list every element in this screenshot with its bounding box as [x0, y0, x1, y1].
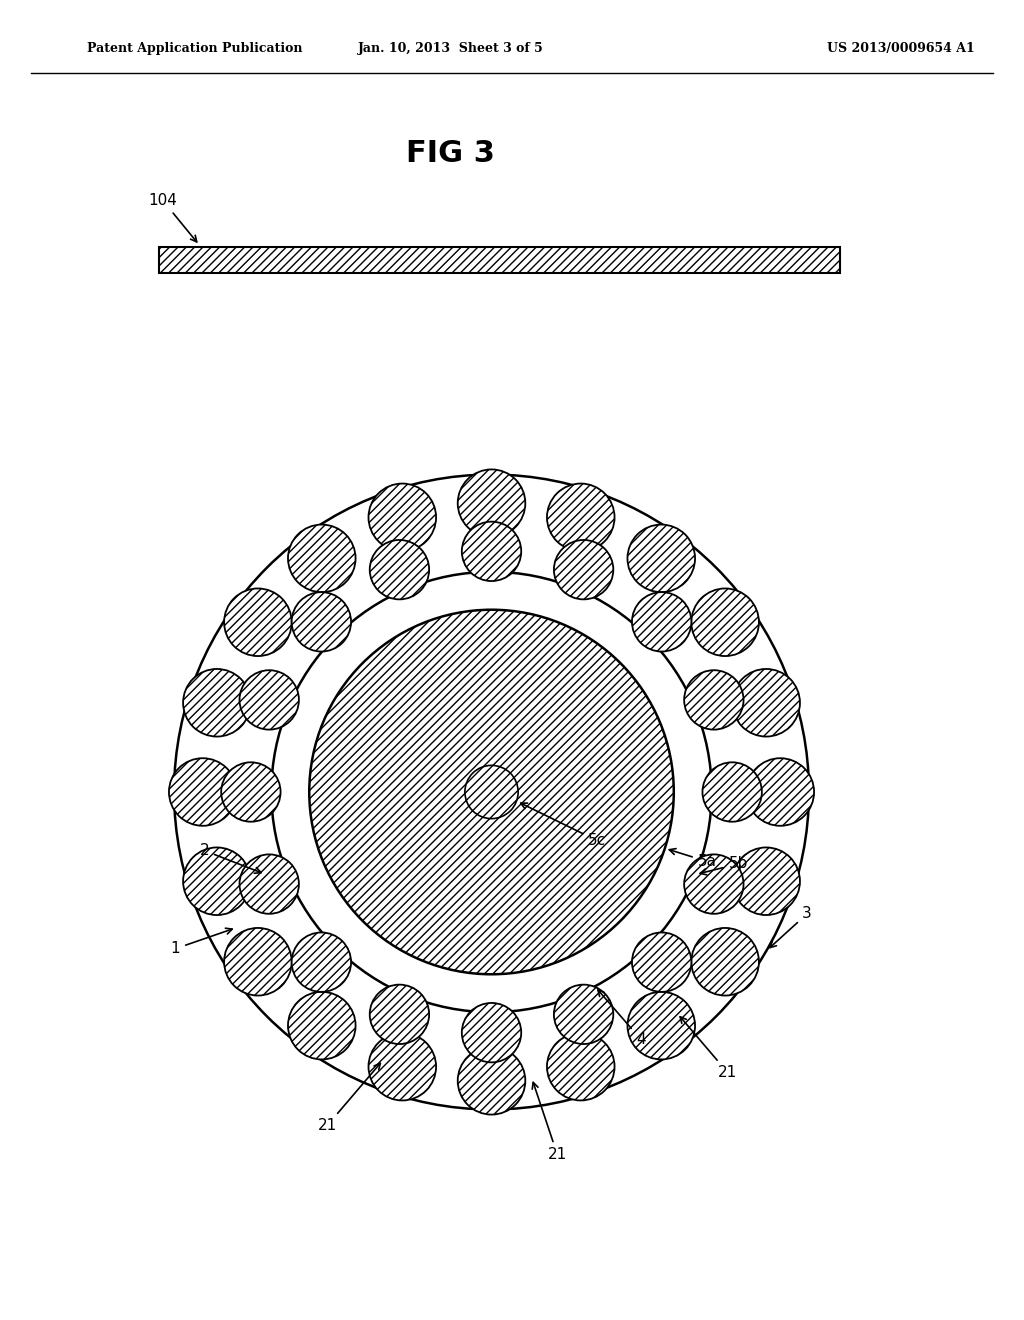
Ellipse shape: [240, 671, 299, 730]
Ellipse shape: [370, 540, 429, 599]
Ellipse shape: [691, 928, 759, 995]
Ellipse shape: [169, 758, 237, 826]
Ellipse shape: [732, 847, 800, 915]
Ellipse shape: [632, 593, 691, 652]
Ellipse shape: [309, 610, 674, 974]
Ellipse shape: [458, 1047, 525, 1114]
Ellipse shape: [221, 763, 281, 821]
Ellipse shape: [224, 589, 292, 656]
Text: 5b: 5b: [700, 857, 748, 875]
Text: 21: 21: [532, 1082, 567, 1162]
Ellipse shape: [240, 854, 299, 913]
Ellipse shape: [554, 540, 613, 599]
Ellipse shape: [547, 1032, 614, 1101]
Ellipse shape: [288, 524, 355, 593]
Text: Patent Application Publication: Patent Application Publication: [87, 42, 302, 55]
Ellipse shape: [292, 593, 351, 652]
Ellipse shape: [465, 766, 518, 818]
Ellipse shape: [732, 669, 800, 737]
Ellipse shape: [370, 985, 429, 1044]
Ellipse shape: [183, 847, 251, 915]
Ellipse shape: [369, 1032, 436, 1101]
Text: 5c: 5c: [521, 803, 606, 849]
Ellipse shape: [691, 589, 759, 656]
Text: 3: 3: [770, 907, 812, 948]
Text: 21: 21: [317, 1064, 380, 1134]
Ellipse shape: [458, 470, 525, 537]
Text: US 2013/0009654 A1: US 2013/0009654 A1: [827, 42, 975, 55]
Ellipse shape: [684, 854, 743, 913]
Ellipse shape: [183, 669, 251, 737]
Text: FIG 3: FIG 3: [407, 139, 495, 168]
Text: 21: 21: [680, 1016, 737, 1080]
Ellipse shape: [702, 763, 762, 821]
Ellipse shape: [174, 475, 809, 1109]
Ellipse shape: [292, 932, 351, 991]
Ellipse shape: [746, 758, 814, 826]
Ellipse shape: [462, 1003, 521, 1063]
Ellipse shape: [462, 521, 521, 581]
Ellipse shape: [628, 991, 695, 1060]
Text: 1: 1: [171, 928, 232, 956]
Ellipse shape: [547, 483, 614, 552]
Bar: [159, 247, 840, 273]
Text: 5a: 5a: [670, 849, 717, 869]
Ellipse shape: [224, 928, 292, 995]
Ellipse shape: [628, 524, 695, 593]
Ellipse shape: [632, 932, 691, 991]
Ellipse shape: [684, 671, 743, 730]
Text: 104: 104: [148, 193, 197, 242]
Ellipse shape: [271, 572, 712, 1012]
Text: 4: 4: [598, 990, 645, 1047]
Ellipse shape: [554, 985, 613, 1044]
Text: Jan. 10, 2013  Sheet 3 of 5: Jan. 10, 2013 Sheet 3 of 5: [357, 42, 544, 55]
Ellipse shape: [369, 483, 436, 552]
Ellipse shape: [288, 991, 355, 1060]
Text: 2: 2: [200, 843, 261, 874]
